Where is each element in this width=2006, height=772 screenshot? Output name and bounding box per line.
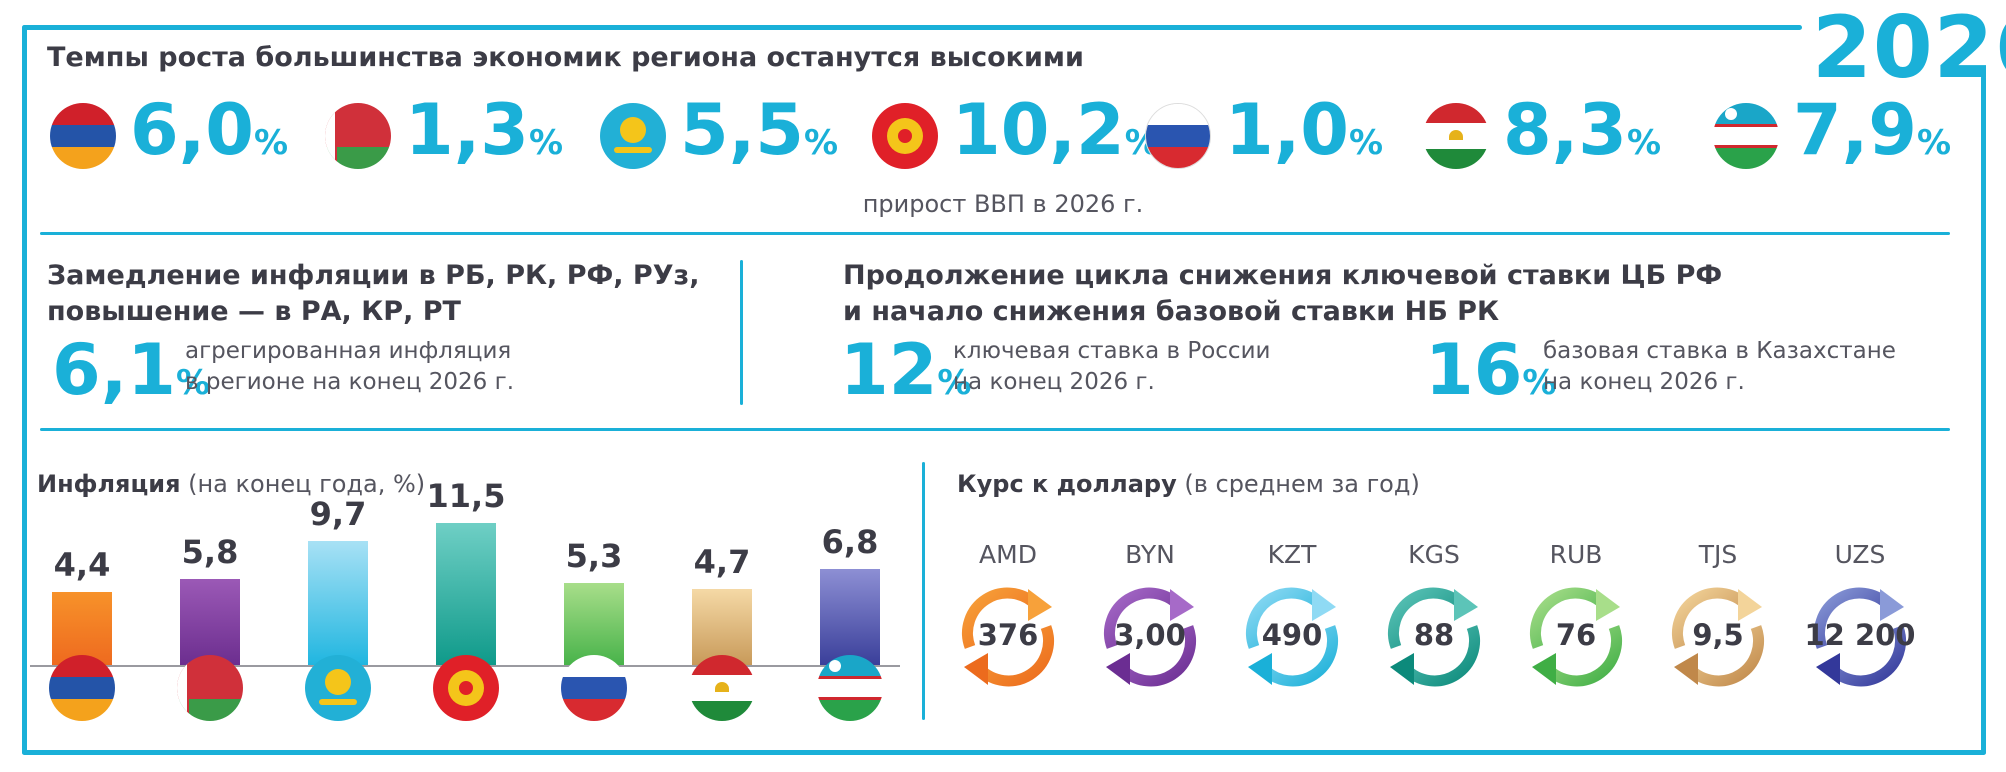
exchange-arrows-icon (1672, 587, 1764, 687)
aggregated-inflation-value: 6,1% (52, 329, 211, 411)
belarus-flag-icon (177, 655, 243, 721)
currency-value-rub: 76 (1555, 618, 1597, 652)
aggregated-inflation-note-2: в регионе на конец 2026 г. (185, 369, 515, 395)
currency-code-kzt: KZT (1267, 540, 1317, 569)
gdp-row: 6,0% 1,3% 5,5% 10,2% 1,0% 8,3% (0, 90, 2006, 178)
inflation-bar-3 (436, 523, 496, 665)
inflation-bar-label-5: 4,7 (693, 543, 751, 581)
exchange-arrows-icon (1530, 587, 1622, 687)
inflation-bar-label-1: 5,8 (181, 533, 239, 571)
russia-key-rate-note-1: ключевая ставка в России (953, 338, 1271, 364)
kyrgyzstan-flag-icon (433, 655, 499, 721)
inflation-bar-label-6: 6,8 (821, 523, 879, 561)
inflation-chart-title: Инфляция (на конец года, %) (37, 470, 426, 498)
gdp-item-armenia: 6,0% (50, 90, 288, 178)
kazakhstan-flag-icon (600, 103, 666, 169)
gdp-item-uzbekistan: 7,9% (1713, 90, 1951, 178)
year-title: 2026 (1812, 0, 2006, 98)
inflation-bar-label-0: 4,4 (53, 546, 111, 584)
russia-key-rate-note-2: на конец 2026 г. (953, 369, 1155, 395)
gdp-value-russia: 1,0% (1225, 88, 1384, 171)
inflation-bar-1 (180, 579, 240, 665)
currency-value-kgs: 88 (1413, 618, 1455, 652)
rates-title-line2: и начало снижения базовой ставки НБ РК (843, 296, 1500, 327)
currency-code-amd: AMD (979, 540, 1037, 569)
inflation-bar-0 (52, 592, 112, 665)
currency-code-byn: BYN (1125, 540, 1175, 569)
divider-2 (40, 428, 1950, 431)
currency-value-uzs: 12 200 (1804, 618, 1916, 652)
inflation-bar-6 (820, 569, 880, 665)
gdp-value-uzbekistan: 7,9% (1793, 88, 1952, 171)
russia-flag-icon (1145, 103, 1211, 169)
inflation-bar-label-3: 11,5 (426, 477, 506, 515)
inflation-bar-2 (308, 541, 368, 665)
frame-right-line (1981, 75, 1986, 755)
inflation-bar-chart: 4,4 5,8 9,7 11,5 5,3 4,7 6,8 (0, 0, 920, 772)
currency-title: Курс к доллару (в среднем за год) (957, 470, 1420, 498)
exchange-arrows-icon (1388, 587, 1480, 687)
uzbekistan-flag-icon (817, 655, 883, 721)
gdp-item-russia: 1,0% (1145, 90, 1383, 178)
gdp-item-kyrgyzstan: 10,2% (872, 90, 1159, 178)
exchange-arrows-icon (1246, 587, 1338, 687)
inflation-title-line1: Замедление инфляции в РБ, РК, РФ, РУз, (47, 260, 700, 291)
currency-value-tjs: 9,5 (1692, 618, 1744, 652)
currency-value-byn: 3,00 (1114, 618, 1186, 652)
exchange-arrows-icon (1104, 587, 1196, 687)
kazakhstan-base-rate-value: 16% (1425, 329, 1557, 411)
currency-value-amd: 376 (977, 618, 1039, 652)
tajikistan-flag-icon (689, 655, 755, 721)
gdp-value-tajikistan: 8,3% (1503, 88, 1662, 171)
armenia-flag-icon (50, 103, 116, 169)
kazakhstan-base-rate-note-2: на конец 2026 г. (1543, 369, 1745, 395)
divider-1 (40, 232, 1950, 235)
gdp-value-belarus: 1,3% (405, 88, 564, 171)
currency-code-tjs: TJS (1698, 540, 1738, 569)
gdp-item-kazakhstan: 5,5% (600, 90, 838, 178)
uzbekistan-flag-icon (1713, 103, 1779, 169)
russia-flag-icon (561, 655, 627, 721)
gdp-item-tajikistan: 8,3% (1423, 90, 1661, 178)
kazakhstan-base-rate-note-1: базовая ставка в Казахстане (1543, 338, 1896, 364)
inflation-bar-label-4: 5,3 (565, 537, 623, 575)
frame-top-line (22, 25, 1802, 30)
gdp-value-kyrgyzstan: 10,2% (952, 88, 1159, 171)
russia-key-rate-value: 12% (840, 329, 972, 411)
currency-value-kzt: 490 (1261, 618, 1323, 652)
currency-code-kgs: KGS (1408, 540, 1460, 569)
divider-vertical-1 (740, 260, 743, 405)
gdp-value-kazakhstan: 5,5% (680, 88, 839, 171)
gdp-value-armenia: 6,0% (130, 88, 289, 171)
exchange-arrows-icon (1814, 587, 1906, 687)
exchange-arrows-icon (962, 587, 1054, 687)
inflation-bar-5 (692, 589, 752, 665)
aggregated-inflation-note-1: агрегированная инфляция (185, 338, 512, 364)
gdp-item-belarus: 1,3% (325, 90, 563, 178)
currency-code-uzs: UZS (1834, 540, 1886, 569)
inflation-bar-4 (564, 583, 624, 665)
armenia-flag-icon (49, 655, 115, 721)
kyrgyzstan-flag-icon (872, 103, 938, 169)
kazakhstan-flag-icon (305, 655, 371, 721)
gdp-title: Темпы роста большинства экономик региона… (47, 42, 1084, 73)
inflation-bar-label-2: 9,7 (309, 495, 367, 533)
inflation-title-line2: повышение — в РА, КР, РТ (47, 296, 461, 327)
frame-bottom-line (22, 750, 1986, 755)
currency-code-rub: RUB (1549, 540, 1603, 569)
divider-vertical-2 (922, 462, 925, 720)
frame-left-line (22, 25, 27, 755)
tajikistan-flag-icon (1423, 103, 1489, 169)
gdp-caption: прирост ВВП в 2026 г. (862, 190, 1144, 218)
rates-title-line1: Продолжение цикла снижения ключевой став… (843, 260, 1723, 291)
